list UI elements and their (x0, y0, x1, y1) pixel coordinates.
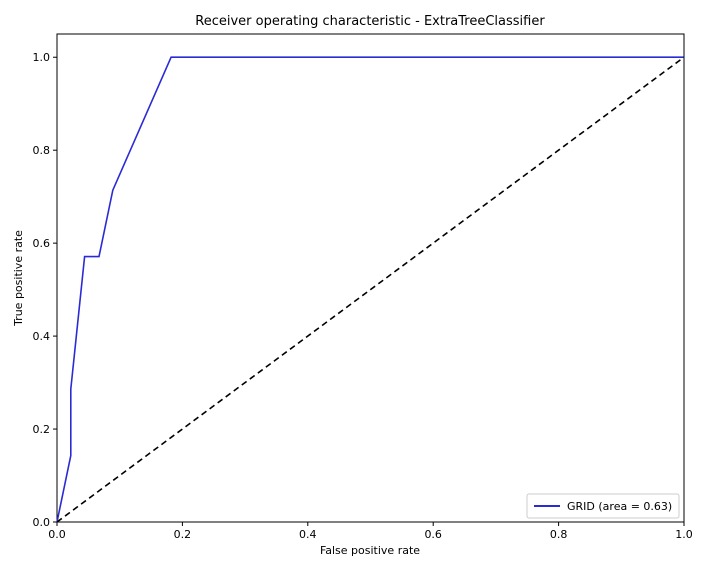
y-tick-label: 0.6 (33, 237, 51, 250)
y-tick-label: 1.0 (33, 51, 51, 64)
series-layer (56, 56, 685, 523)
legend-box (526, 493, 680, 519)
legend-label: GRID (area = 0.63) (567, 500, 672, 513)
y-tick-label: 0.0 (33, 516, 51, 529)
x-tick-label: 0.6 (424, 528, 442, 541)
roc-curve-line (56, 56, 684, 523)
legend: GRID (area = 0.63) (526, 493, 680, 519)
y-tick-label: 0.4 (33, 330, 51, 343)
x-tick-label: 0.4 (299, 528, 317, 541)
y-tick-label: 0.8 (33, 144, 51, 157)
x-tick-label: 0.0 (48, 528, 66, 541)
x-tick-label: 1.0 (675, 528, 693, 541)
x-tick-label: 0.2 (174, 528, 192, 541)
y-axis-label: True positive rate (12, 230, 25, 327)
chance-diagonal-line (56, 56, 685, 523)
x-axis: 0.0 0.2 0.4 0.6 0.8 1.0 (48, 522, 693, 541)
x-axis-label: False positive rate (320, 544, 420, 557)
y-tick-label: 0.2 (33, 423, 51, 436)
y-axis: 0.0 0.2 0.4 0.6 0.8 1.0 (33, 51, 57, 529)
chart-title: Receiver operating characteristic - Extr… (195, 14, 545, 29)
plot-frame (56, 33, 685, 523)
x-tick-label: 0.8 (550, 528, 568, 541)
